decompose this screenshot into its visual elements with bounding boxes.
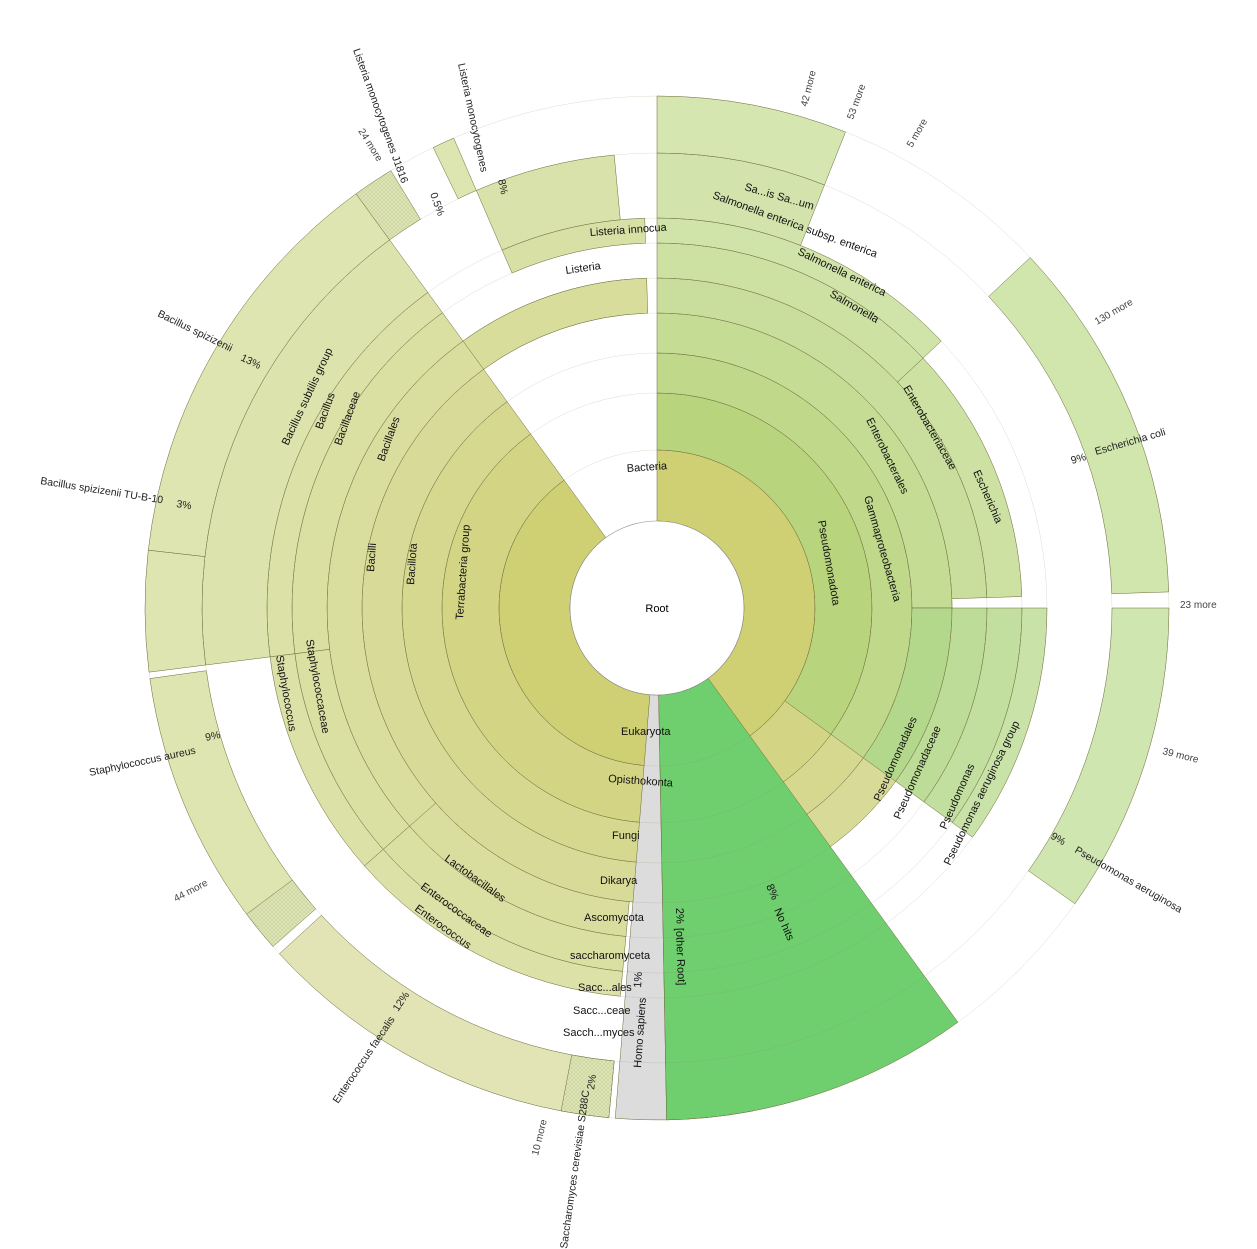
label-5-more: 5 more (905, 117, 930, 150)
label-other-root: [other Root] (673, 928, 687, 986)
label-spizizenii: Bacillus spizizenii (156, 308, 235, 355)
label-opisthokonta: Opisthokonta (608, 773, 674, 790)
label-lmono-j: Listeria monocytogenes J1816 (350, 47, 410, 185)
ring-guide (291, 242, 1023, 974)
label-homo-sapiens: Homo sapiens (632, 997, 649, 1068)
label-10-more: 10 more (530, 1118, 550, 1157)
ring-guide (401, 352, 913, 864)
label-eukaryota: Eukaryota (621, 726, 671, 738)
root-center[interactable] (569, 520, 745, 696)
label-sacc-ales: Sacc...ales (578, 982, 632, 994)
label-39-more: 39 more (1161, 746, 1200, 766)
label-bacteria: Bacteria (626, 460, 668, 475)
root-label: Root (645, 603, 668, 615)
label-ecoli-pct: 9% (1070, 451, 1088, 467)
ring-guide (326, 277, 988, 939)
wedge-bacillus-spizizenii-tu-b-10[interactable] (144, 549, 206, 673)
label-sacch-myces: Sacch...myces (563, 1027, 635, 1039)
ring-guide (498, 449, 816, 767)
label-53-more: 53 more (845, 82, 868, 121)
label-aureus-pct: 9% (204, 729, 221, 744)
label-homo-pct: 1% (632, 971, 645, 988)
wedge-escherichia-coli[interactable] (988, 257, 1170, 594)
label-42-more: 42 more (799, 69, 819, 108)
label-sacc-ceae: Sacc...ceae (573, 1005, 630, 1017)
wedge-pseudomonas-aeruginosa[interactable] (1028, 607, 1170, 905)
label-bacilli: Bacilli (365, 543, 379, 573)
ring-guide (441, 392, 873, 824)
label-lmono-pct: 8% (495, 178, 510, 195)
label-saccharomyceta: saccharomyceta (570, 950, 651, 962)
label-23-more: 23 more (1180, 600, 1217, 611)
label-130-more: 130 more (1093, 297, 1135, 328)
label-listeria: Listeria (565, 260, 603, 277)
label-bacillota: Bacillota (405, 542, 420, 585)
label-dikarya: Dikarya (600, 875, 638, 887)
label-other-root-pct: 2% (673, 908, 686, 925)
label-44-more: 44 more (172, 878, 210, 905)
wedge-listeria-monocytogenes-j1816[interactable] (432, 137, 477, 200)
label-cerevisiae-pct: 2% (585, 1074, 599, 1091)
label-listeria-innocua: Listeria innocua (589, 222, 668, 239)
ring-guide (361, 312, 953, 904)
ring-guide (201, 152, 1113, 1064)
label-tub10: Bacillus spizizenii TU-B-10 (40, 475, 165, 506)
label-ascomycota: Ascomycota (584, 912, 645, 924)
label-fungi: Fungi (612, 830, 640, 842)
label-tub10-pct: 3% (176, 498, 193, 512)
label-no-hits-pct: 8% (763, 882, 781, 902)
ring-guide (144, 95, 1170, 1121)
ring-guide (266, 217, 1048, 999)
